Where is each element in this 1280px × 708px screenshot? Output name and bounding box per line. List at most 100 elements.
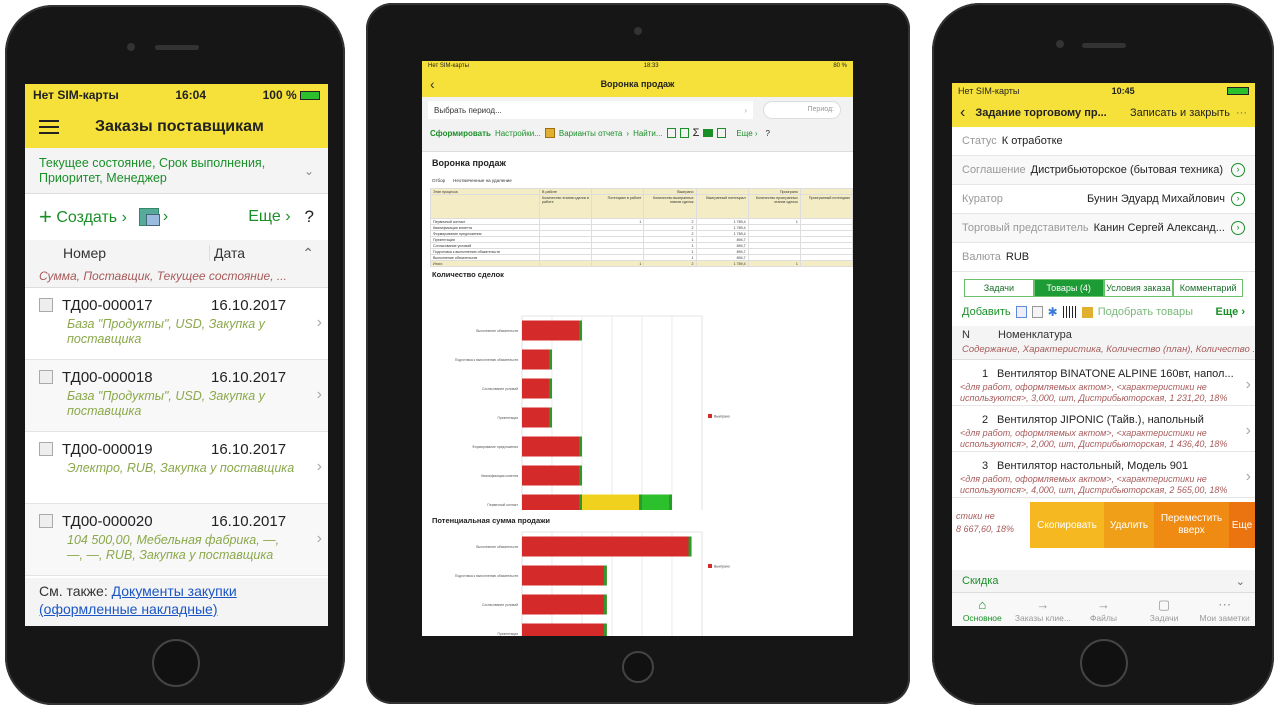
barcode-icon[interactable] xyxy=(1062,306,1077,318)
sum-icon[interactable]: Σ xyxy=(692,127,700,139)
more-button[interactable]: Еще › xyxy=(1215,306,1245,318)
bottom-tab-1[interactable]: → Заказы клие... xyxy=(1013,597,1074,623)
tablet-screen: Нет SIM-карты 18:33 80 % ‹ Воронка прода… xyxy=(422,61,853,636)
bar-edge xyxy=(579,320,582,341)
paste-icon[interactable] xyxy=(1031,306,1043,318)
bar-edge xyxy=(549,407,552,428)
item-name: Вентилятор JIPONIC (Тайв.), напольный xyxy=(997,414,1204,426)
order-number: ТД00-000017 xyxy=(62,296,153,314)
move-up-action[interactable]: Переместить вверх xyxy=(1154,502,1229,548)
copy-icon[interactable] xyxy=(666,128,676,138)
items-list: 1 Вентилятор BINATONE ALPINE 160вт, напол… xyxy=(952,360,1255,498)
back-icon[interactable]: ‹ xyxy=(960,104,966,121)
order-number: ТД00-000018 xyxy=(62,368,153,386)
discount-section[interactable]: Скидка ⌄ xyxy=(952,570,1255,592)
period-select[interactable]: Выбрать период... › xyxy=(428,101,753,119)
chevron-up-icon[interactable]: ⌃ xyxy=(302,244,314,261)
bottom-tab-2[interactable]: → Файлы xyxy=(1073,597,1134,623)
pick-goods-button[interactable]: Подобрать товары xyxy=(1097,306,1194,318)
bar-won xyxy=(522,465,582,486)
delete-action[interactable]: Удалить xyxy=(1104,502,1154,548)
tab-3[interactable]: Комментарий xyxy=(1173,279,1243,297)
row-checkbox[interactable] xyxy=(39,442,53,456)
order-date: 16.10.2017 xyxy=(211,296,287,314)
home-button[interactable] xyxy=(1080,639,1128,687)
generate-button[interactable]: Сформировать xyxy=(430,128,491,138)
copy-action[interactable]: Скопировать xyxy=(1030,502,1104,548)
item-name: Вентилятор настольный, Модель 901 xyxy=(997,460,1189,472)
help-button[interactable]: ? xyxy=(765,128,770,138)
bar-edge xyxy=(579,436,582,457)
help-button[interactable]: ? xyxy=(304,207,314,226)
item-name: Вентилятор BINATONE ALPINE 160вт, напол.… xyxy=(997,368,1234,380)
col-date[interactable]: Дата xyxy=(209,245,302,261)
row-checkbox[interactable] xyxy=(39,370,53,384)
period-toggle[interactable]: Период: xyxy=(763,101,841,119)
more-button[interactable]: Еще › xyxy=(248,208,291,225)
bar-edge xyxy=(579,494,582,515)
list-item[interactable]: 2 Вентилятор JIPONIC (Тайв.), напольный <д… xyxy=(952,406,1255,452)
more-action[interactable]: Еще xyxy=(1229,502,1255,548)
row-checkbox[interactable] xyxy=(39,298,53,312)
category-label: Презентация xyxy=(498,416,519,420)
field-value: Канин Сергей Александ... xyxy=(1093,222,1225,234)
category-label: Выполнение обязательств xyxy=(476,329,518,333)
order-desc: База "Продукты", USD, Закупка у поставщи… xyxy=(67,389,265,418)
bar-edge xyxy=(549,378,552,399)
nav-bar: ‹ Воронка продаж xyxy=(422,71,853,97)
field-label: Куратор xyxy=(962,193,1003,205)
table-row[interactable]: ТД00-000019 16.10.2017 Электро, RUB, Закуп… xyxy=(25,432,328,504)
col-number[interactable]: Номер xyxy=(63,245,107,261)
bottom-tab-0[interactable]: ⌂ Основное xyxy=(952,597,1013,623)
copy-icon[interactable] xyxy=(1015,306,1027,318)
settings-button[interactable]: Настройки... xyxy=(494,128,541,138)
order-desc: База "Продукты", USD, Закупка у поставщи… xyxy=(67,317,265,346)
table-row[interactable]: ТД00-000017 16.10.2017 База "Продукты", US… xyxy=(25,288,328,360)
bar-won xyxy=(522,565,607,586)
carrier: Нет SIM-карты xyxy=(33,88,119,102)
more-icon[interactable]: ··· xyxy=(1236,107,1247,119)
variants-button[interactable]: Варианты отчета xyxy=(558,128,623,138)
create-button[interactable]: + Создать › xyxy=(39,204,127,229)
find-button[interactable]: Найти... xyxy=(633,128,663,138)
bottom-tab-4[interactable]: ⋯ Мои заметки xyxy=(1194,597,1255,623)
copy-docs-icon[interactable] xyxy=(138,208,160,226)
bar-won xyxy=(522,494,582,515)
save-close-button[interactable]: Записать и закрыть xyxy=(1129,107,1230,119)
tab-1[interactable]: Товары (4) xyxy=(1033,279,1104,297)
page-title: Задание торговому пр... xyxy=(975,107,1107,119)
tab-2[interactable]: Условия заказа xyxy=(1103,279,1174,297)
category-label: Формирование предложения xyxy=(472,445,518,449)
more-button[interactable]: Еще › xyxy=(736,128,758,138)
print-icon[interactable] xyxy=(703,129,714,137)
list-item[interactable]: 1 Вентилятор BINATONE ALPINE 160вт, напол… xyxy=(952,360,1255,406)
row-checkbox[interactable] xyxy=(39,514,53,528)
open-icon[interactable]: › xyxy=(1231,221,1245,235)
add-button[interactable]: Добавить xyxy=(962,306,1011,318)
form-field[interactable]: Куратор Бунин Эдуард Михайлович › xyxy=(952,185,1255,214)
preview-icon[interactable] xyxy=(717,128,727,138)
tab-0[interactable]: Задачи xyxy=(964,279,1034,297)
form-field[interactable]: Торговый представитель Канин Сергей Алекс… xyxy=(952,214,1255,243)
bar-edge xyxy=(639,494,642,515)
form-field: Статус К отработке xyxy=(952,127,1255,156)
bottom-tab-3[interactable]: ▢ Задачи xyxy=(1134,597,1195,623)
report-area: Воронка продаж Отбор Неотмеченные на удал… xyxy=(422,151,853,636)
paste-icon[interactable] xyxy=(679,128,689,138)
home-button[interactable] xyxy=(152,639,200,687)
purchase-docs-link[interactable]: Документы закупки (оформленные накладные… xyxy=(39,583,237,617)
filter-bar[interactable]: Текущее состояние, Срок выполнения, Прио… xyxy=(25,148,328,194)
table-row[interactable]: ТД00-000020 16.10.2017 104 500,00, Мебельн… xyxy=(25,504,328,576)
hamburger-icon[interactable] xyxy=(39,120,59,134)
open-icon[interactable]: › xyxy=(1231,163,1245,177)
bar-in-progress xyxy=(582,494,642,515)
share-icon[interactable]: ✱ xyxy=(1047,305,1058,319)
open-icon[interactable]: › xyxy=(1231,192,1245,206)
back-icon[interactable]: ‹ xyxy=(430,76,435,92)
form-field[interactable]: Соглашение Дистрибьюторское (бытовая техн… xyxy=(952,156,1255,185)
list-item[interactable]: 3 Вентилятор настольный, Модель 901 <для р… xyxy=(952,452,1255,498)
home-button[interactable] xyxy=(622,651,654,683)
bar-lost xyxy=(642,494,672,515)
time: 16:04 xyxy=(175,88,207,102)
table-row[interactable]: ТД00-000018 16.10.2017 База "Продукты", US… xyxy=(25,360,328,432)
